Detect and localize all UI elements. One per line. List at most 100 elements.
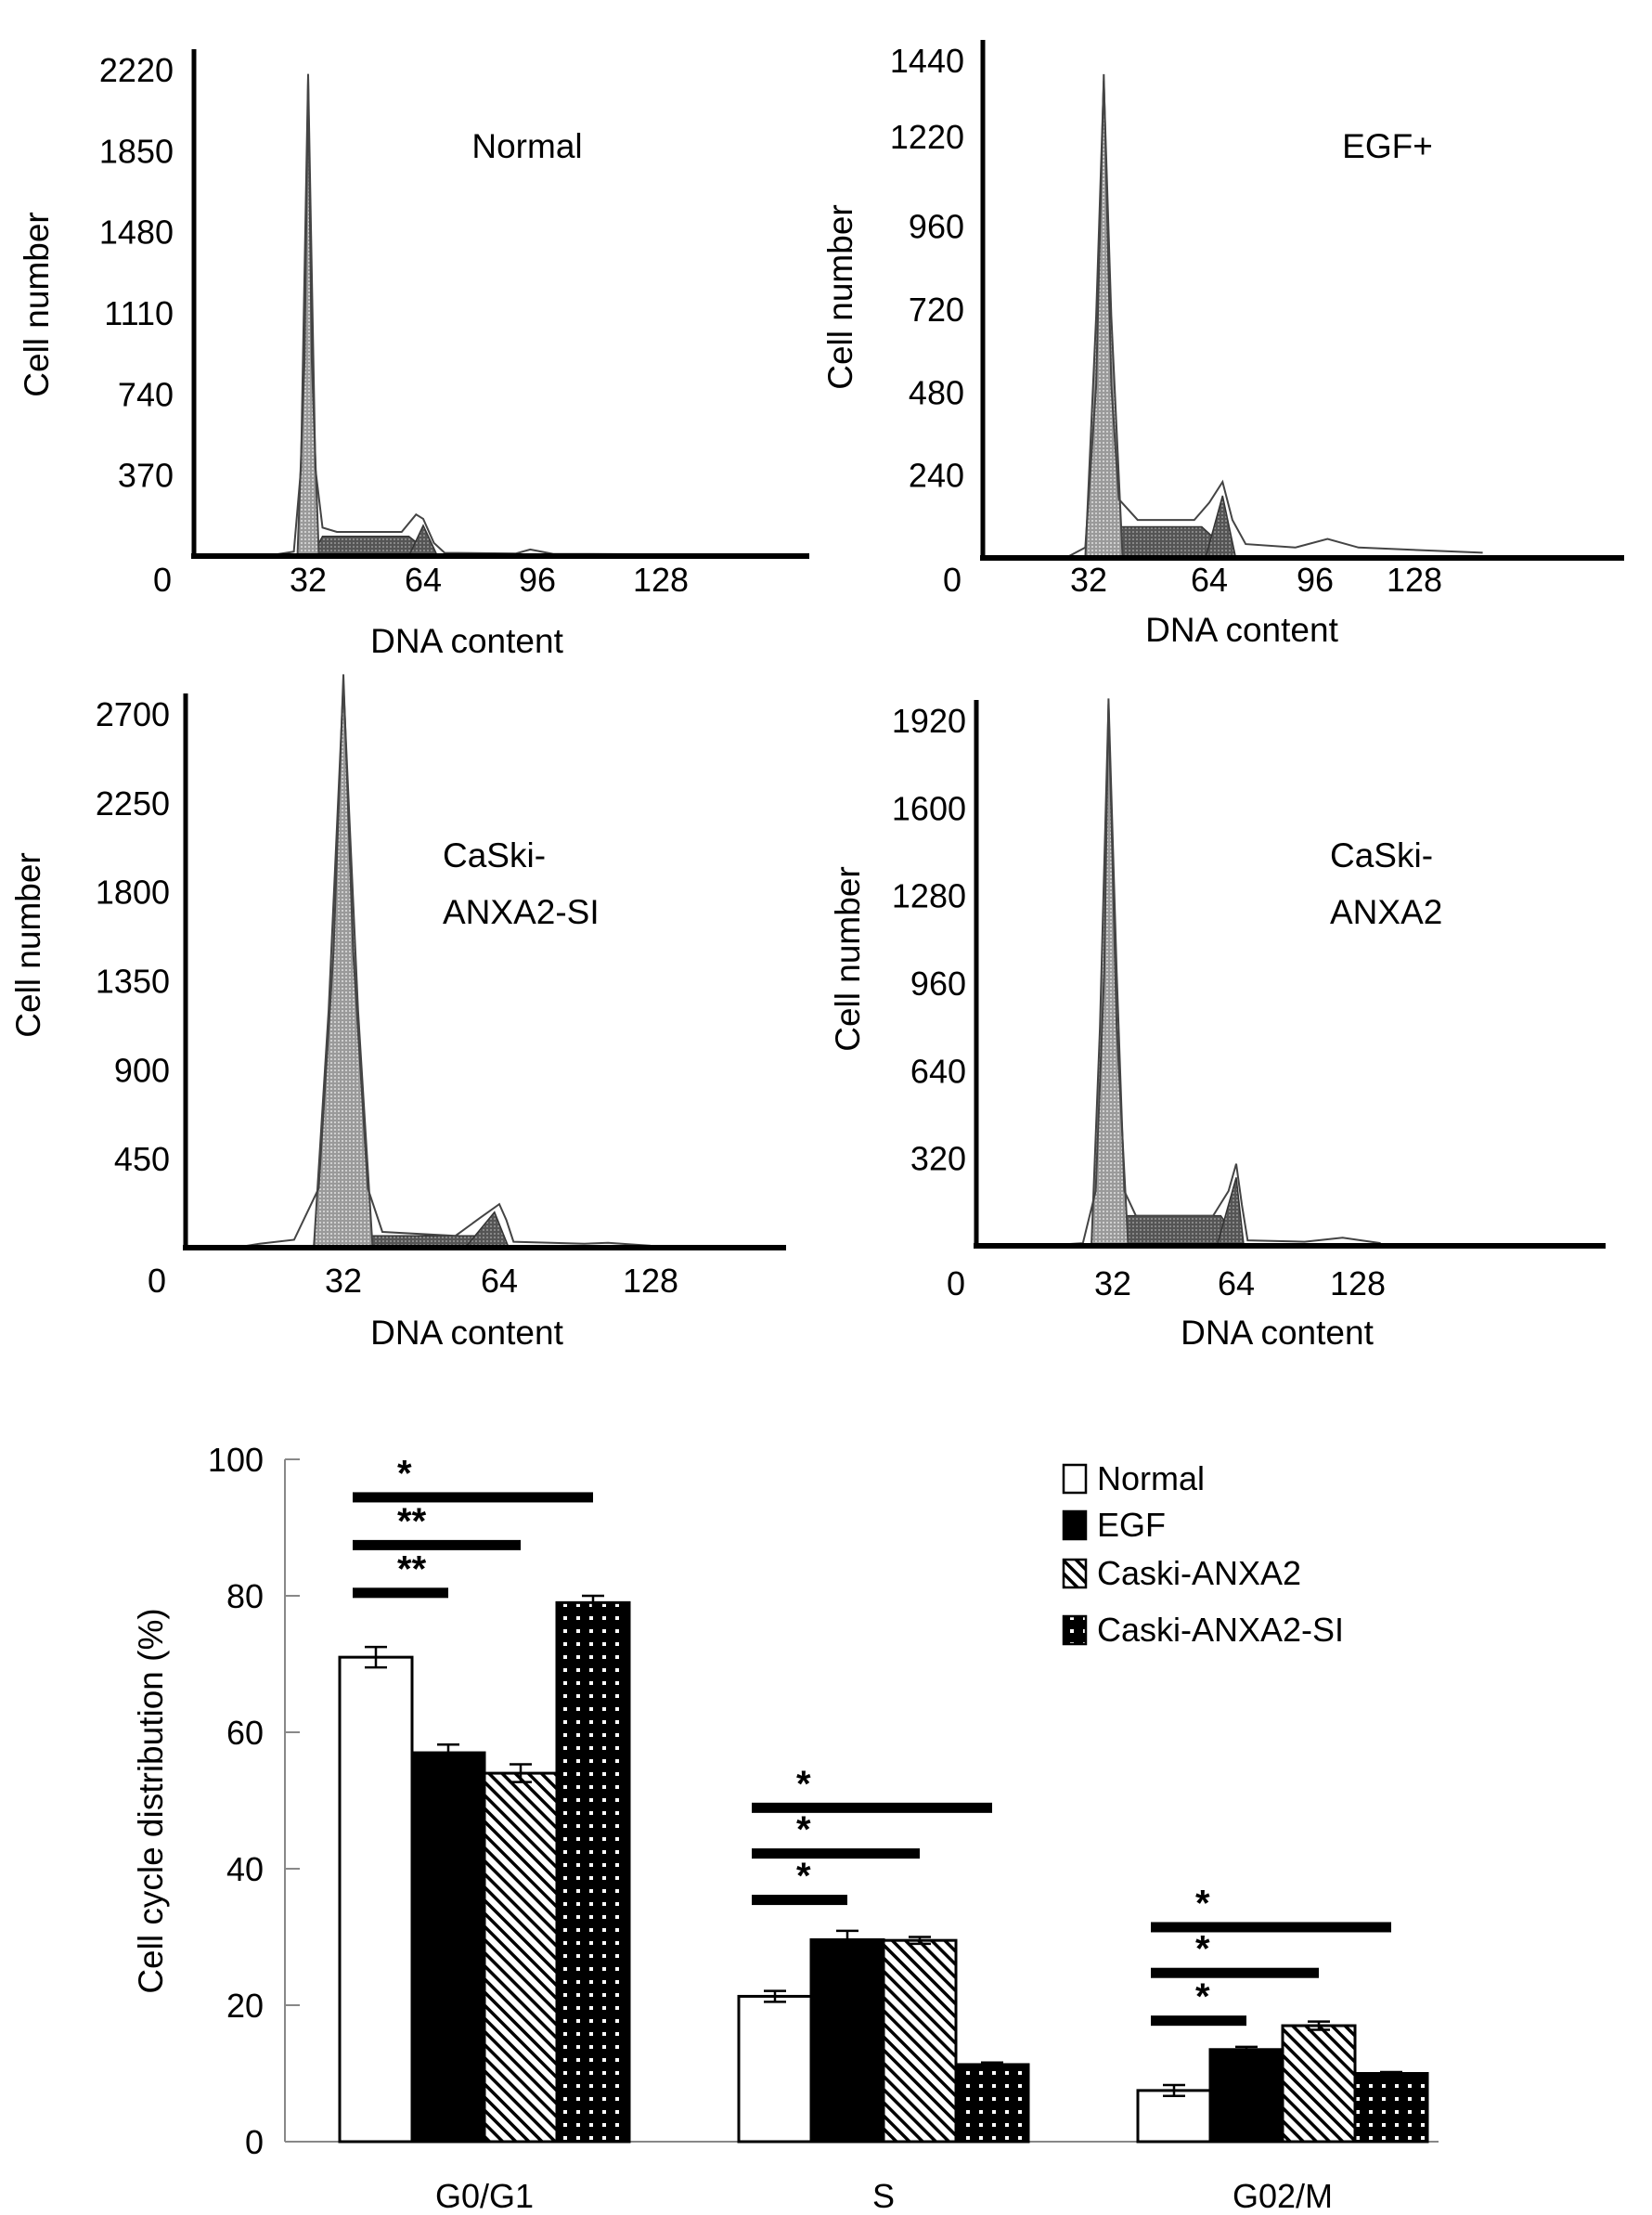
significance-label: ** bbox=[397, 1501, 427, 1542]
histogram-caski-anxa2-si: 450 900 1350 1800 2250 2700 0 32 64 128 DNA conten… bbox=[9, 674, 786, 1352]
y-tick-label: 1350 bbox=[96, 963, 170, 1001]
category-label: G0/G1 bbox=[435, 2177, 534, 2215]
x-tick-label: 64 bbox=[1191, 561, 1228, 599]
panel-title-line: CaSki- bbox=[443, 836, 546, 874]
y-tick-label: 370 bbox=[118, 457, 174, 495]
x-axis-title: DNA content bbox=[370, 622, 563, 660]
y-axis-title: Cell number bbox=[821, 204, 859, 389]
significance-bar bbox=[1151, 1922, 1391, 1933]
x-tick-label: 64 bbox=[1218, 1264, 1255, 1302]
bar-egf bbox=[1208, 2048, 1284, 2144]
x-tick-label: 0 bbox=[153, 561, 172, 599]
significance-bar bbox=[353, 1539, 521, 1550]
y-tick-label: 2220 bbox=[99, 51, 174, 89]
y-tick-label: 960 bbox=[910, 965, 966, 1003]
bar-caski-anxa2 bbox=[882, 1938, 958, 2144]
significance-bar bbox=[752, 1848, 920, 1859]
category-label: G02/M bbox=[1233, 2177, 1333, 2215]
y-axis-title: Cell number bbox=[829, 866, 867, 1051]
x-tick-label: 64 bbox=[405, 561, 442, 599]
x-tick-label: 32 bbox=[1094, 1264, 1131, 1302]
y-tick-label: 450 bbox=[114, 1140, 170, 1178]
significance-bar bbox=[353, 1587, 448, 1599]
y-axis-title: Cell number bbox=[9, 852, 47, 1037]
significance-bar bbox=[353, 1492, 593, 1503]
bar-egf bbox=[809, 1937, 885, 2144]
y-tick-label: 60 bbox=[226, 1714, 264, 1752]
significance-bar bbox=[752, 1802, 992, 1813]
significance-bar bbox=[1151, 1967, 1319, 1978]
y-tick-label: 480 bbox=[909, 373, 964, 411]
y-axis-title: Cell cycle distribution (%) bbox=[132, 1608, 170, 1993]
y-tick-label: 2250 bbox=[96, 784, 170, 823]
x-tick-label: 128 bbox=[633, 561, 689, 599]
x-tick-label: 32 bbox=[1070, 561, 1107, 599]
bar-normal bbox=[338, 1655, 414, 2144]
histogram-g2-peak bbox=[463, 1211, 510, 1249]
histogram-envelope-line bbox=[234, 674, 652, 1249]
bar-normal bbox=[737, 1994, 813, 2144]
histogram-envelope-line bbox=[265, 73, 669, 557]
bar-caski-anxa2-si bbox=[954, 2063, 1030, 2144]
bar-caski-anxa2 bbox=[483, 1771, 559, 2144]
y-tick-label: 1220 bbox=[890, 118, 964, 156]
x-tick-label: 128 bbox=[1330, 1264, 1386, 1302]
legend-label: Caski-ANXA2-SI bbox=[1097, 1611, 1344, 1649]
significance-label: * bbox=[796, 1856, 811, 1897]
x-tick-label: 128 bbox=[1387, 561, 1442, 599]
y-tick-label: 1110 bbox=[104, 294, 174, 332]
x-tick-label: 96 bbox=[519, 561, 556, 599]
panel-title: Normal bbox=[471, 127, 582, 165]
y-axis-title: Cell number bbox=[18, 212, 56, 396]
y-tick-label: 1280 bbox=[892, 877, 966, 915]
legend-swatch bbox=[1062, 1614, 1088, 1646]
panel-title-line: ANXA2-SI bbox=[443, 893, 600, 931]
y-tick-label: 20 bbox=[226, 1987, 264, 2025]
y-tick-label: 40 bbox=[226, 1850, 264, 1888]
panel-title-line: CaSki- bbox=[1330, 836, 1433, 874]
histogram-g2-peak bbox=[1204, 495, 1237, 559]
y-tick-label: 640 bbox=[910, 1052, 966, 1090]
histogram-envelope-line bbox=[1039, 698, 1381, 1247]
bar-caski-anxa2-si bbox=[1353, 2072, 1429, 2144]
histogram-g1-peak bbox=[1084, 81, 1124, 559]
histogram-caski-anxa2: 320 640 960 1280 1600 1920 0 32 64 128 DNA content… bbox=[829, 698, 1606, 1352]
y-tick-label: 240 bbox=[909, 457, 964, 495]
significance-label: * bbox=[397, 1453, 412, 1494]
histogram-normal: 370 740 1110 1480 1850 2220 0 32 64 96 128 DNA cont… bbox=[18, 49, 809, 660]
x-axis-title: DNA content bbox=[1181, 1314, 1374, 1352]
y-tick-label: 1600 bbox=[892, 789, 966, 827]
bar-caski-anxa2-si bbox=[555, 1600, 631, 2144]
x-tick-label: 0 bbox=[947, 1264, 965, 1302]
significance-label: * bbox=[1195, 1929, 1210, 1970]
significance-label: * bbox=[1195, 1883, 1210, 1924]
cell-cycle-bar-chart: 0 20 40 60 80 100 Cell cycle distribution (%) G… bbox=[132, 1441, 1439, 2215]
y-tick-label: 740 bbox=[118, 375, 174, 413]
histogram-egf: 240 480 720 960 1220 1440 0 32 64 96 128 DNA conten… bbox=[821, 40, 1624, 649]
y-tick-label: 1440 bbox=[890, 42, 964, 80]
y-tick-label: 900 bbox=[114, 1051, 170, 1089]
legend-label: EGF bbox=[1097, 1506, 1166, 1544]
x-axis-title: DNA content bbox=[370, 1314, 563, 1352]
legend-swatch bbox=[1062, 1558, 1088, 1589]
histogram-envelope-line bbox=[1065, 73, 1483, 559]
histogram-g1-peak bbox=[313, 684, 374, 1249]
histogram-g1-peak bbox=[296, 78, 320, 557]
x-tick-label: 96 bbox=[1297, 561, 1334, 599]
x-tick-label: 64 bbox=[481, 1262, 518, 1300]
y-tick-label: 1480 bbox=[99, 214, 174, 252]
x-tick-label: 128 bbox=[623, 1262, 678, 1300]
x-tick-label: 32 bbox=[325, 1262, 362, 1300]
significance-label: * bbox=[1195, 1976, 1210, 2017]
bar-normal bbox=[1136, 2089, 1212, 2144]
significance-label: * bbox=[796, 1809, 811, 1850]
legend-label: Normal bbox=[1097, 1459, 1205, 1497]
y-tick-label: 1920 bbox=[892, 702, 966, 740]
significance-label: * bbox=[796, 1764, 811, 1805]
y-tick-label: 720 bbox=[909, 291, 964, 329]
y-tick-label: 1800 bbox=[96, 874, 170, 912]
bar-caski-anxa2 bbox=[1281, 2024, 1357, 2144]
panel-title: EGF+ bbox=[1342, 127, 1433, 165]
panel-title-line: ANXA2 bbox=[1330, 893, 1442, 931]
